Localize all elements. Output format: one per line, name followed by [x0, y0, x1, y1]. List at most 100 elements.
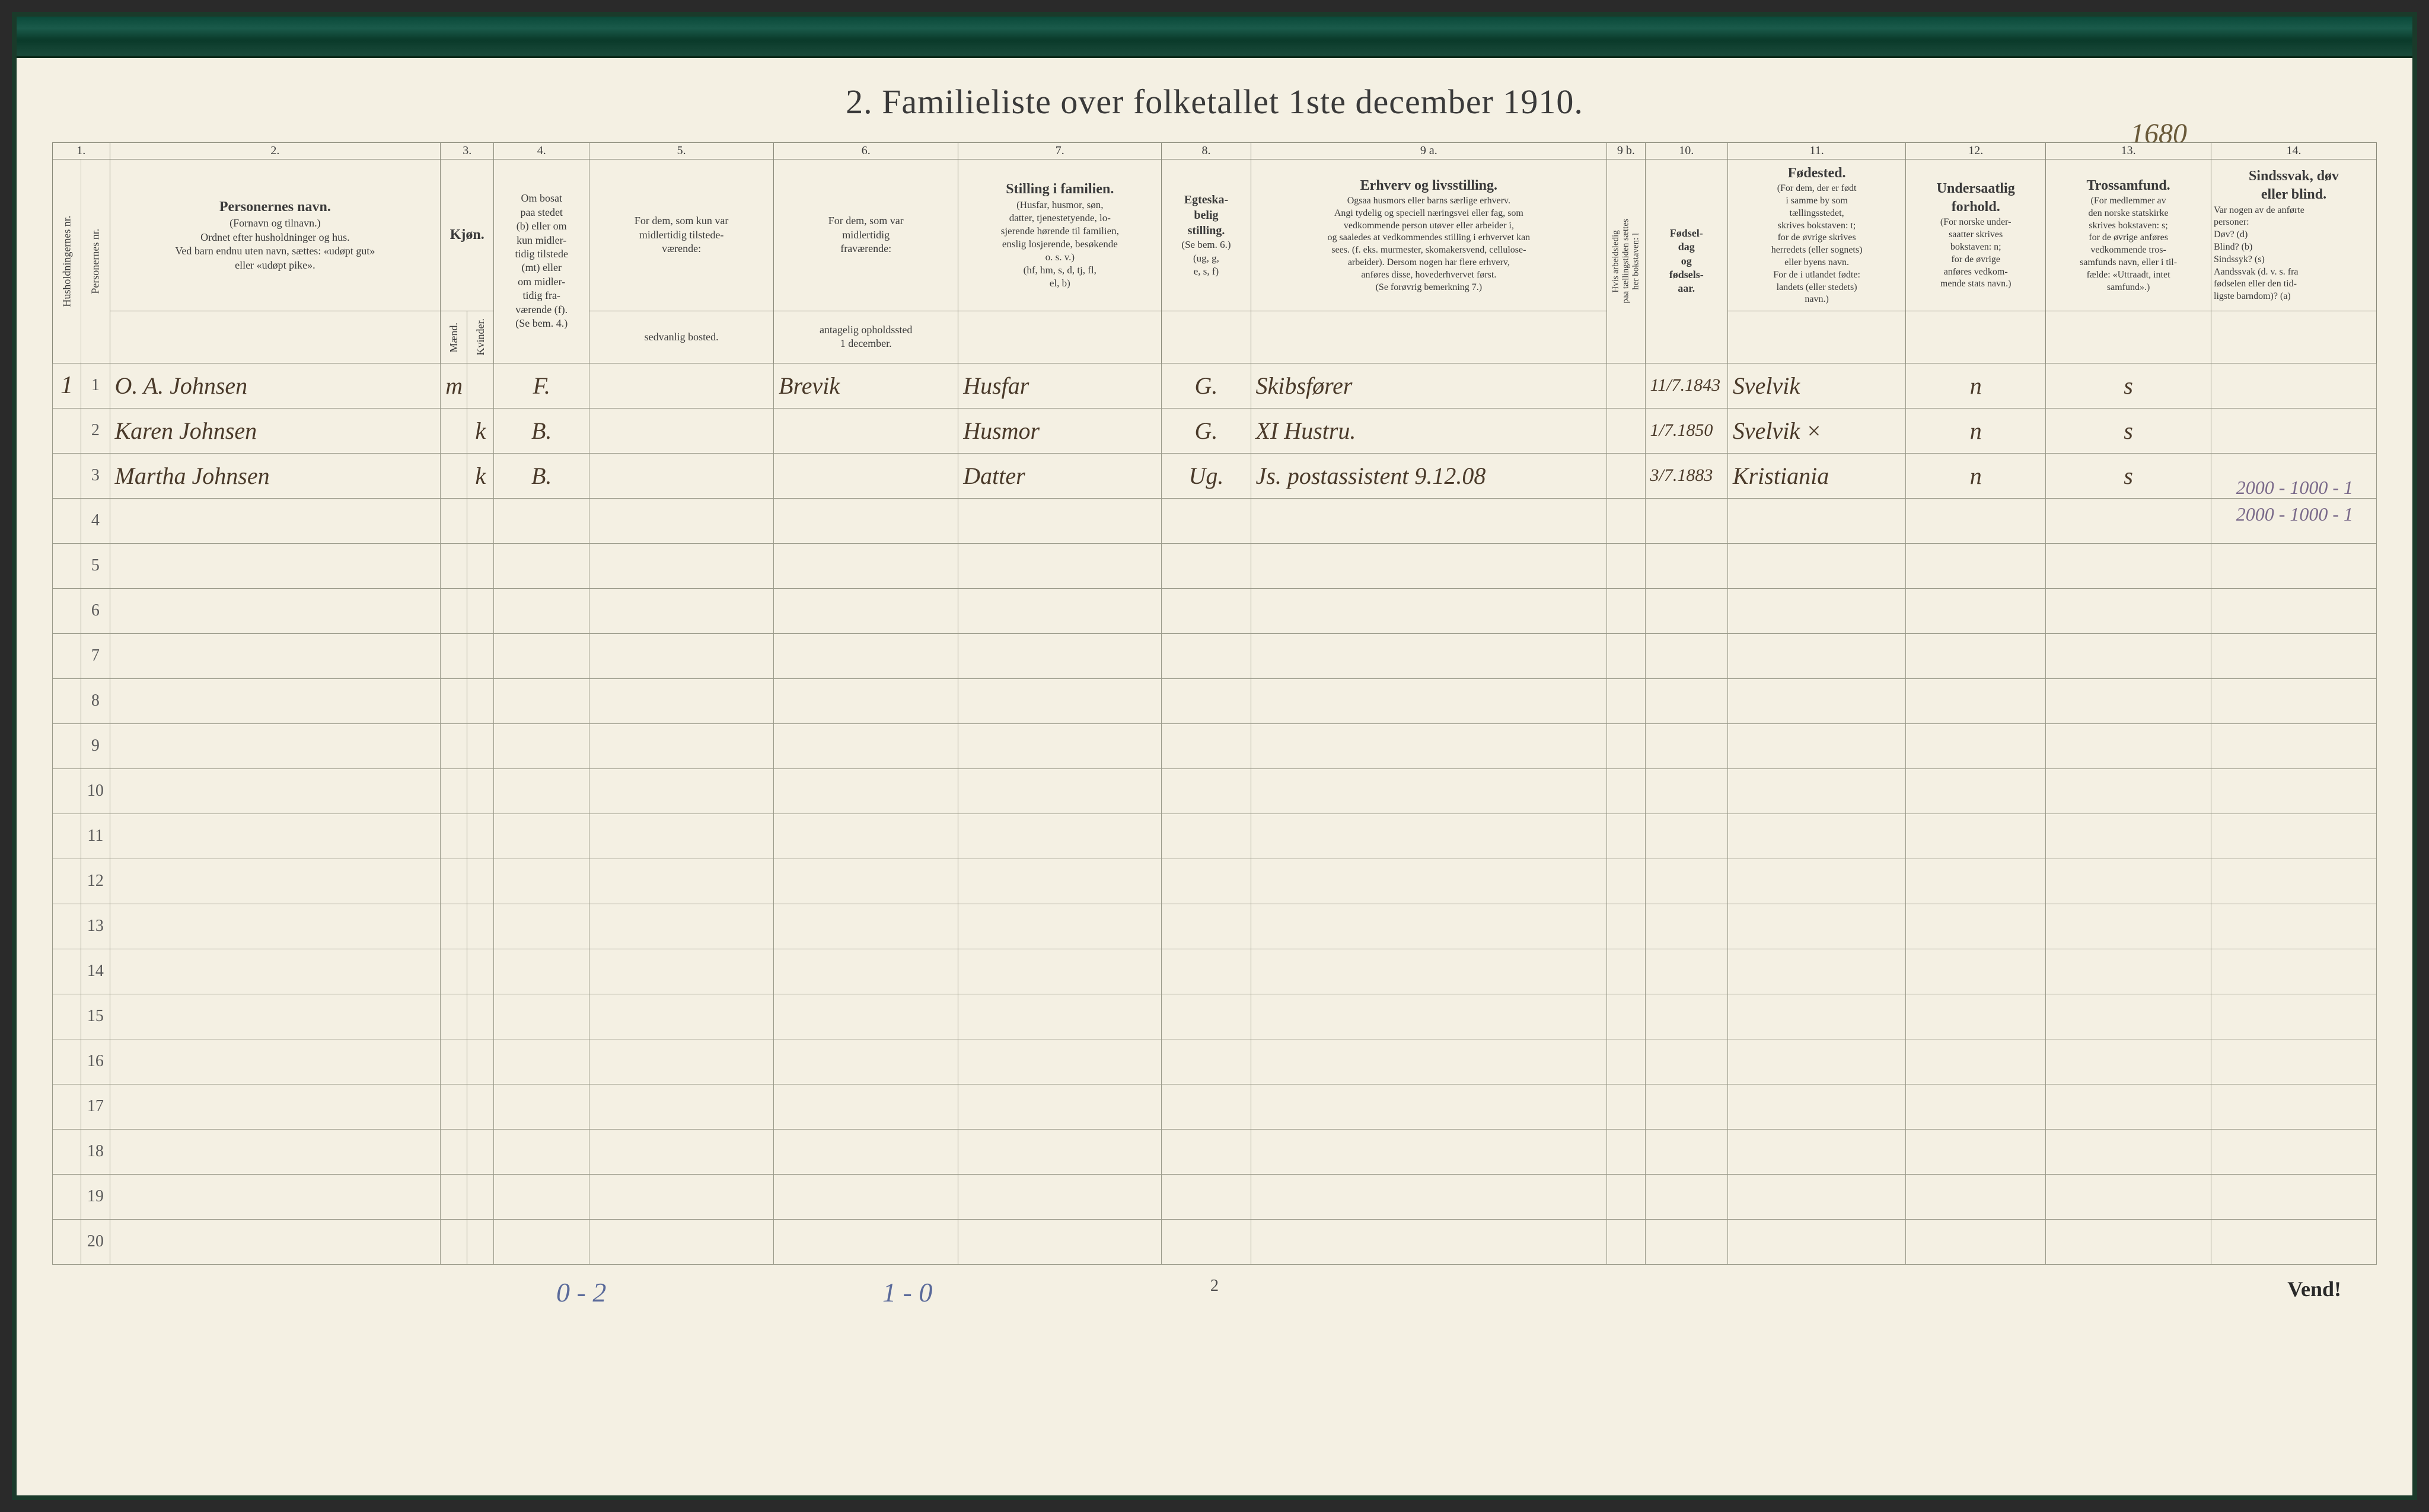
cell-birthplace: Svelvik — [1727, 363, 1905, 408]
cell-empty — [1162, 859, 1251, 904]
cell-empty — [1727, 543, 1905, 588]
cell-empty — [958, 768, 1162, 814]
cell-empty — [1645, 1084, 1727, 1129]
cell-empty — [1162, 633, 1251, 678]
cell-empty — [589, 1219, 774, 1264]
cell-household — [53, 453, 81, 498]
cell-empty — [1906, 543, 2046, 588]
cell-empty — [1251, 543, 1607, 588]
cell-person-nr: 7 — [81, 633, 110, 678]
cell-household — [53, 1084, 81, 1129]
cell-empty — [774, 588, 958, 633]
table-row-empty: 8 — [53, 678, 2377, 723]
cell-household — [53, 498, 81, 543]
cell-empty — [467, 723, 494, 768]
cell-empty — [441, 904, 467, 949]
hdr-bp-main: Fødested. — [1730, 164, 1903, 183]
cell-empty — [1906, 949, 2046, 994]
cell-unemployed — [1607, 453, 1645, 498]
cell-occupation: Js. postassistent 9.12.08 — [1251, 453, 1607, 498]
cell-empty — [589, 633, 774, 678]
cell-empty — [467, 949, 494, 994]
hdr-name-blank — [110, 311, 441, 363]
cell-household — [53, 723, 81, 768]
cell-empty — [958, 588, 1162, 633]
cell-empty — [467, 633, 494, 678]
cell-empty — [1162, 904, 1251, 949]
cell-empty — [958, 814, 1162, 859]
cell-empty — [441, 1039, 467, 1084]
cell-empty — [1727, 859, 1905, 904]
cell-temp — [589, 363, 774, 408]
bottom-page-number: 2 — [1210, 1277, 1219, 1296]
cell-empty — [1906, 1219, 2046, 1264]
cell-person-nr: 12 — [81, 859, 110, 904]
cell-empty — [774, 723, 958, 768]
hdr-occ-sub: Ogsaa husmors eller barns særlige erhver… — [1254, 195, 1605, 294]
cell-empty — [441, 814, 467, 859]
cell-empty — [1607, 1219, 1645, 1264]
cell-empty — [958, 994, 1162, 1039]
cell-person-nr: 4 — [81, 498, 110, 543]
cell-empty — [1906, 498, 2046, 543]
cell-empty — [589, 543, 774, 588]
table-row-empty: 18 — [53, 1129, 2377, 1174]
hdr-family-blank — [958, 311, 1162, 363]
cell-empty — [589, 859, 774, 904]
cell-birthdate: 3/7.1883 — [1645, 453, 1727, 498]
cell-person-nr: 20 — [81, 1219, 110, 1264]
table-row-empty: 20 — [53, 1219, 2377, 1264]
cell-empty — [1162, 588, 1251, 633]
cell-person-nr: 2 — [81, 408, 110, 453]
colnum-3: 3. — [441, 143, 494, 160]
cell-empty — [494, 1174, 589, 1219]
hdr-marital-main: Egteska- belig stilling. — [1164, 192, 1248, 238]
cell-empty — [1607, 633, 1645, 678]
cell-empty — [441, 633, 467, 678]
hdr-temp-present: For dem, som kun var midlertidig tilsted… — [589, 160, 774, 311]
hdr-family-pos: Stilling i familien. (Husfar, husmor, sø… — [958, 160, 1162, 311]
cell-empty — [1162, 1219, 1251, 1264]
cell-sex-k — [467, 363, 494, 408]
table-row-empty: 9 — [53, 723, 2377, 768]
cell-empty — [1162, 1174, 1251, 1219]
table-row: 2Karen JohnsenkB.HusmorG.XI Hustru.1/7.1… — [53, 408, 2377, 453]
cell-empty — [774, 994, 958, 1039]
cell-person-nr: 10 — [81, 768, 110, 814]
cell-empty — [1645, 768, 1727, 814]
header-numbers-row: 1. 2. 3. 4. 5. 6. 7. 8. 9 a. 9 b. 10. 11… — [53, 143, 2377, 160]
cell-empty — [774, 1129, 958, 1174]
cell-empty — [589, 1174, 774, 1219]
cell-empty — [1906, 1084, 2046, 1129]
hdr-sex: Kjøn. — [441, 160, 494, 311]
hdr-faith-main: Trossamfund. — [2048, 177, 2208, 195]
cell-empty — [467, 994, 494, 1039]
bottom-vend: Vend! — [2287, 1277, 2341, 1302]
cell-empty — [1607, 498, 1645, 543]
cell-empty — [467, 1129, 494, 1174]
hdr-residence: Om bosat paa stedet (b) eller om kun mid… — [494, 160, 589, 363]
cell-empty — [110, 1174, 441, 1219]
cell-empty — [1251, 1084, 1607, 1129]
cell-marital: Ug. — [1162, 453, 1251, 498]
cell-empty — [1607, 949, 1645, 994]
cell-empty — [1251, 1219, 1607, 1264]
cell-empty — [1607, 1174, 1645, 1219]
hdr-disability: Sindssvak, døv eller blind. Var nogen av… — [2211, 160, 2377, 311]
cell-empty — [494, 768, 589, 814]
cell-residence: B. — [494, 408, 589, 453]
cell-empty — [774, 498, 958, 543]
hdr-faith-blank — [2046, 311, 2211, 363]
hdr-family-sub: (Husfar, husmor, søn, datter, tjenestety… — [961, 199, 1159, 291]
hdr-sex-main: Kjøn. — [443, 226, 491, 244]
cell-empty — [110, 498, 441, 543]
cell-empty — [1906, 994, 2046, 1039]
cell-empty — [1727, 498, 1905, 543]
cell-empty — [467, 859, 494, 904]
cell-household — [53, 1219, 81, 1264]
cell-empty — [1906, 1174, 2046, 1219]
cell-empty — [1162, 1084, 1251, 1129]
cell-empty — [110, 994, 441, 1039]
cell-empty — [1645, 633, 1727, 678]
cell-household — [53, 1039, 81, 1084]
